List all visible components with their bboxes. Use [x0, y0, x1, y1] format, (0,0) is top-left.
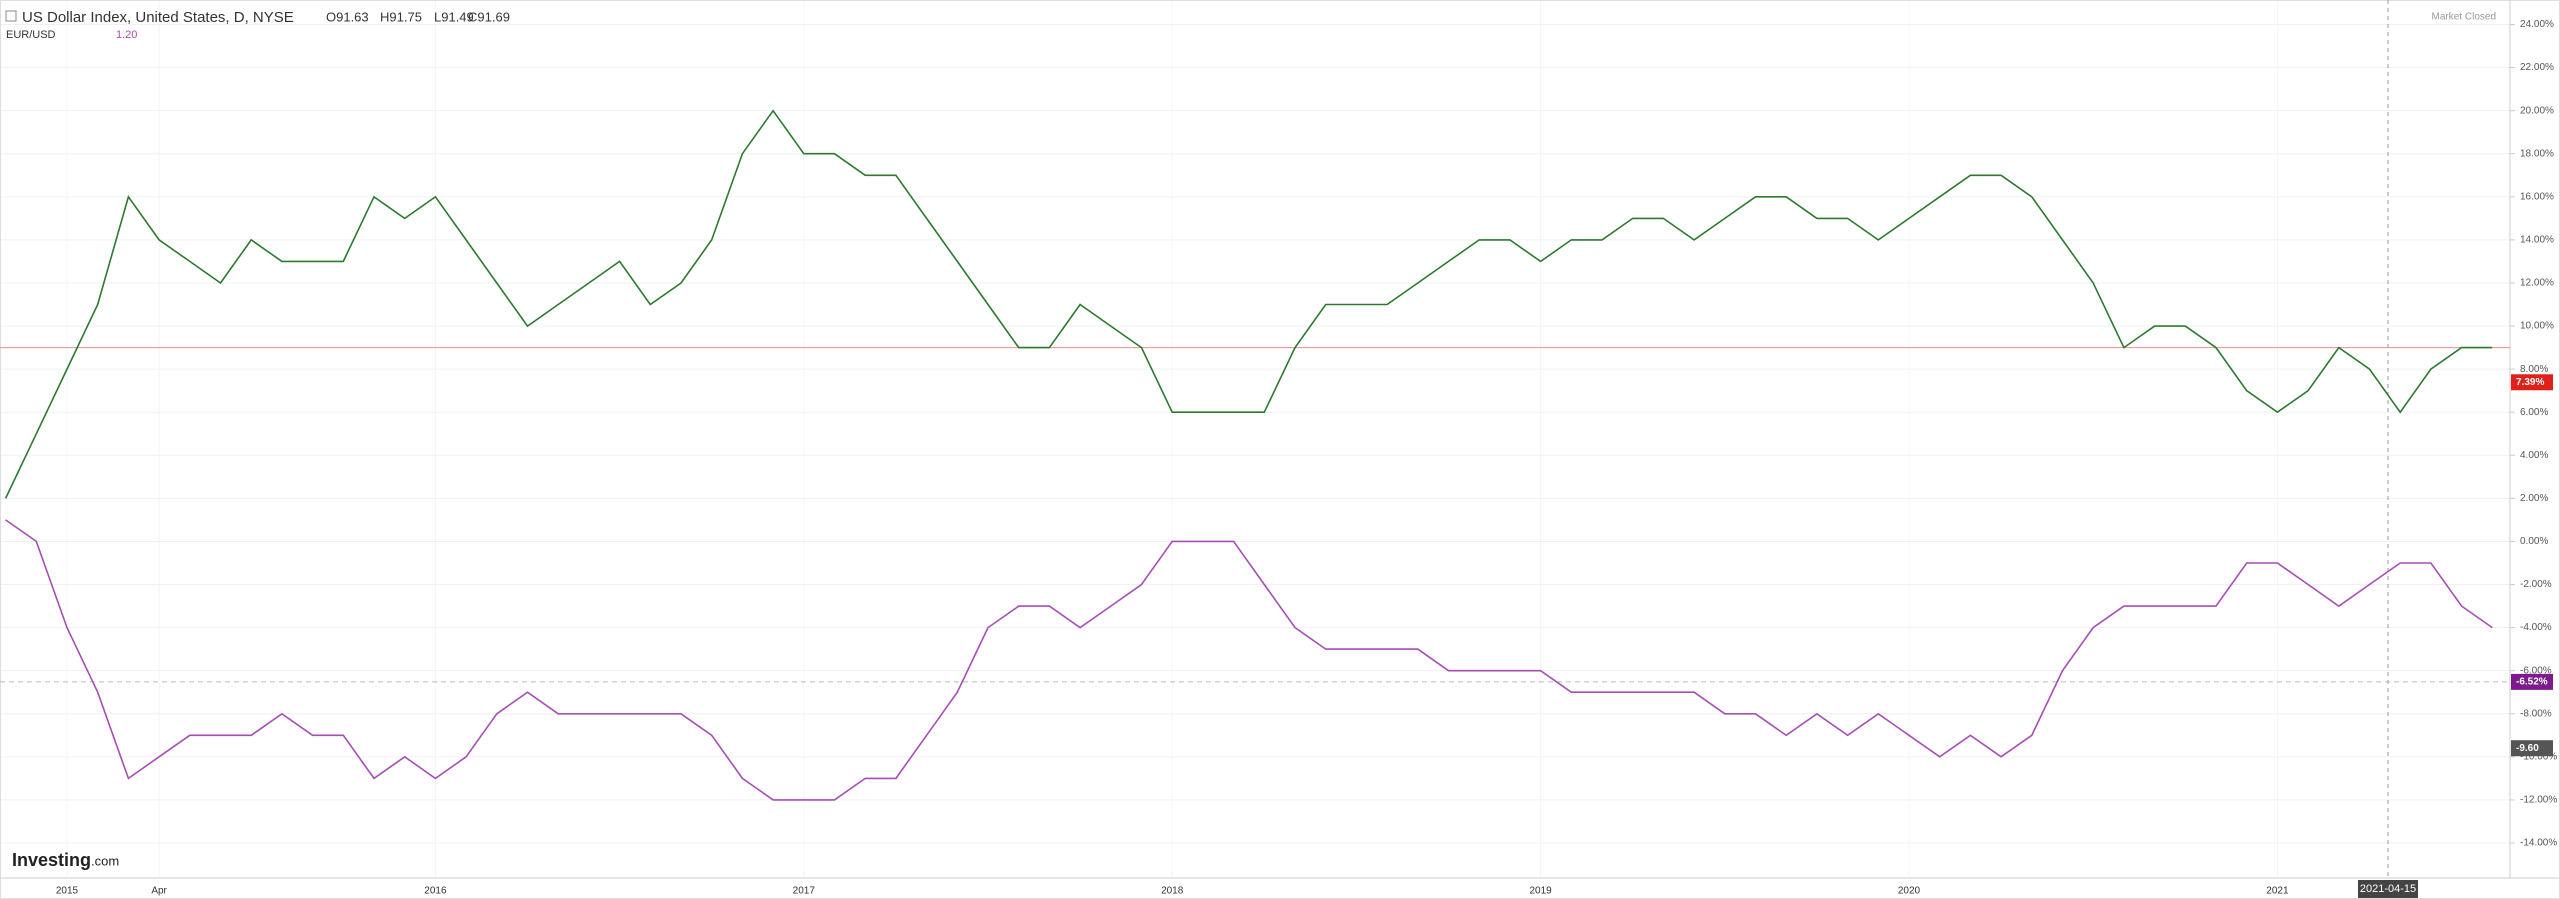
price-label-box	[2511, 673, 2553, 690]
market-status: Market Closed	[2432, 12, 2496, 23]
ohlc-high: H91.75	[380, 9, 422, 24]
y-tick-label: 22.00%	[2520, 62, 2554, 73]
x-tick-label: 2015	[56, 886, 79, 897]
ohlc-close: C91.69	[468, 9, 510, 24]
price-label-box	[2511, 740, 2553, 757]
x-tick-label: Apr	[151, 886, 167, 897]
price-label: -6.52%	[2516, 677, 2548, 688]
ohlc-low: L91.49	[434, 9, 474, 24]
y-tick-label: 12.00%	[2520, 278, 2554, 289]
compare-value: 1.20	[116, 29, 137, 41]
price-label: -9.60	[2516, 743, 2539, 754]
x-tick-label: 2019	[1529, 886, 1552, 897]
x-tick-label: 2018	[1161, 886, 1184, 897]
ohlc-open: O91.63	[326, 9, 369, 24]
x-tick-label: 2016	[424, 886, 447, 897]
compare-name: EUR/USD	[6, 29, 56, 41]
price-label-box	[2511, 374, 2553, 391]
y-tick-label: 24.00%	[2520, 19, 2554, 30]
series-line	[5, 519, 2493, 801]
y-tick-label: -14.00%	[2520, 838, 2557, 849]
y-tick-label: 10.00%	[2520, 321, 2554, 332]
y-tick-label: 20.00%	[2520, 105, 2554, 116]
y-tick-label: 18.00%	[2520, 148, 2554, 159]
crosshair-label-box	[2358, 880, 2418, 898]
y-tick-label: 16.00%	[2520, 191, 2554, 202]
collapse-icon[interactable]	[5, 10, 17, 22]
y-tick-label: 4.00%	[2520, 450, 2548, 461]
x-tick-label: 2017	[793, 886, 816, 897]
y-tick-label: 8.00%	[2520, 364, 2548, 375]
x-tick-label: 2021	[2266, 886, 2289, 897]
y-tick-label: -12.00%	[2520, 795, 2557, 806]
y-tick-label: 2.00%	[2520, 493, 2548, 504]
logo-suffix: .com	[91, 853, 119, 868]
chart-title: US Dollar Index, United States, D, NYSE	[22, 9, 294, 26]
y-tick-label: -10.00%	[2520, 751, 2557, 762]
y-tick-label: -8.00%	[2520, 708, 2552, 719]
series-line	[4, 109, 2493, 499]
y-tick-label: 14.00%	[2520, 235, 2554, 246]
y-tick-label: -6.00%	[2520, 665, 2552, 676]
x-tick-label: 2020	[1898, 886, 1921, 897]
crosshair-date: 2021-04-15	[2360, 883, 2416, 895]
y-tick-label: -4.00%	[2520, 622, 2552, 633]
price-label: 7.39%	[2516, 377, 2544, 388]
logo: Investing	[12, 850, 91, 870]
y-tick-label: 0.00%	[2520, 536, 2548, 547]
y-tick-label: -2.00%	[2520, 579, 2552, 590]
y-tick-label: 6.00%	[2520, 407, 2548, 418]
